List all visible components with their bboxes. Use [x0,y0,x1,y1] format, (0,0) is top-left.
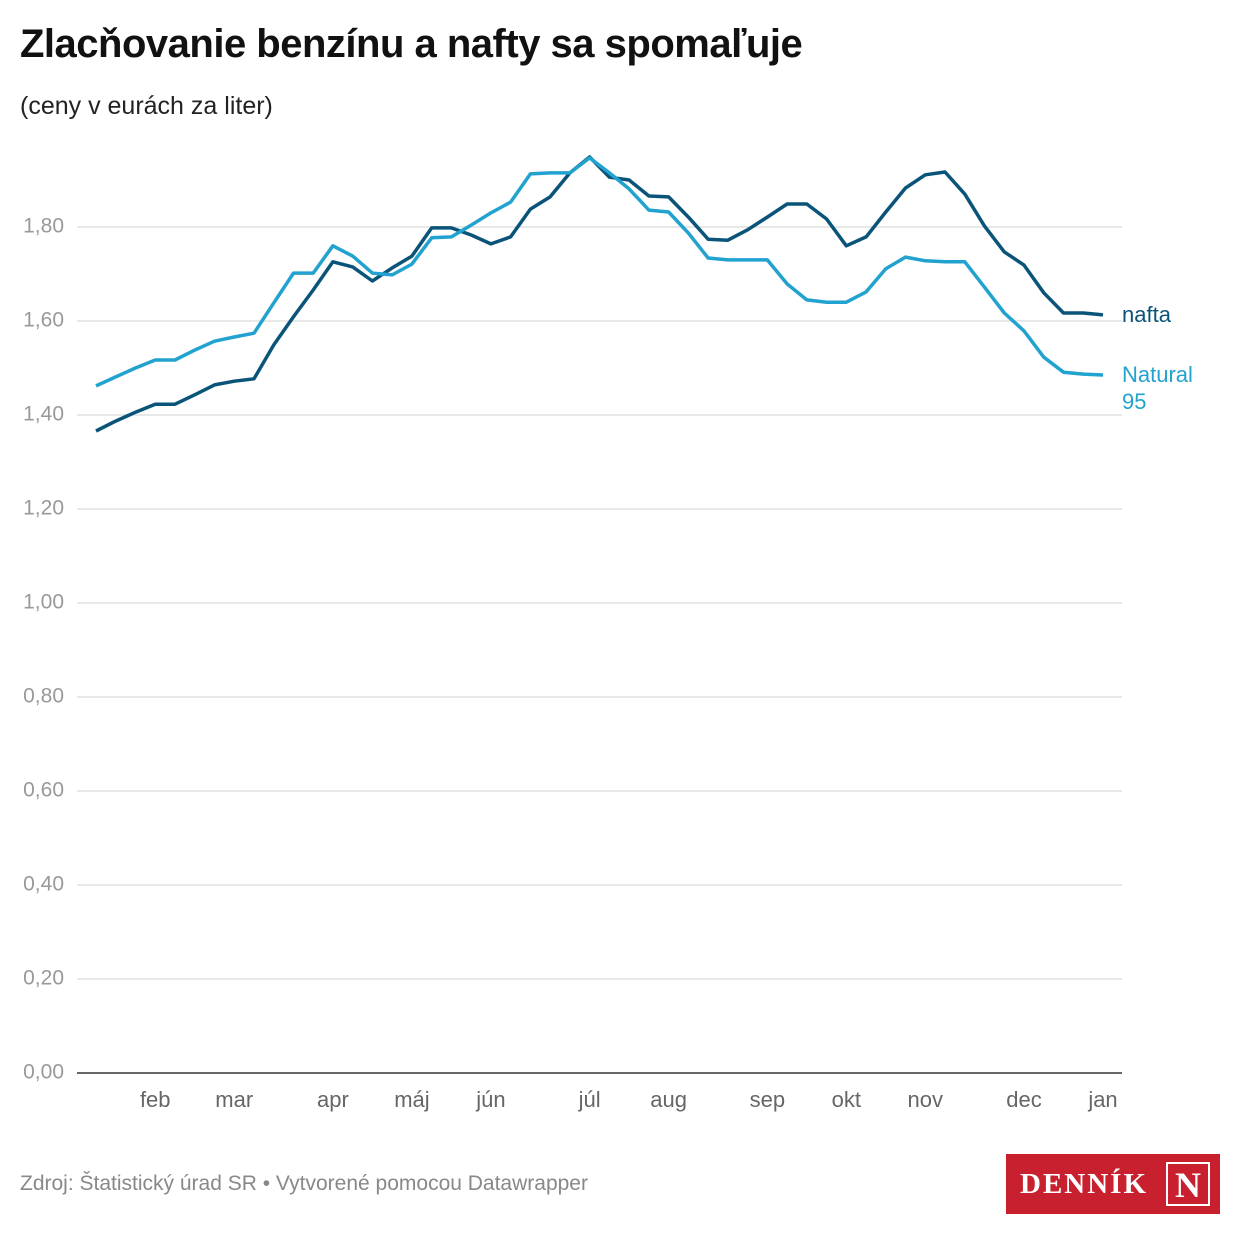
y-tick-label: 0,80 [23,685,64,708]
y-tick-label: 1,60 [23,309,64,332]
x-tick-label: aug [650,1087,687,1112]
logo-mark: N [1166,1162,1210,1206]
x-tick-label: nov [908,1087,943,1112]
x-tick-label: mar [215,1087,253,1112]
x-tick-label: okt [832,1087,861,1112]
y-tick-label: 1,20 [23,497,64,520]
source: Zdroj: Štatistický úrad SR • Vytvorené p… [20,1172,588,1195]
chart-subtitle: (ceny v eurách za liter) [20,92,273,120]
x-tick-label: jún [475,1087,505,1112]
logo: DENNÍK N [1006,1154,1220,1214]
chart-title: Zlacňovanie benzínu a nafty sa spomaľuje [20,22,803,66]
y-tick-label: 0,60 [23,779,64,802]
x-tick-label: feb [140,1087,171,1112]
y-tick-label: 0,20 [23,967,64,990]
y-tick-label: 1,80 [23,215,64,238]
y-tick-label: 1,00 [23,591,64,614]
x-tick-label: júl [578,1087,601,1112]
x-tick-label: sep [750,1087,785,1112]
series-label: nafta [1122,301,1171,327]
x-tick-label: máj [394,1087,429,1112]
x-tick-label: apr [317,1087,349,1112]
y-tick-label: 0,00 [23,1061,64,1084]
x-tick-label: jan [1087,1087,1117,1112]
series-label: Natural 95 [1122,362,1193,415]
y-tick-label: 1,40 [23,403,64,426]
y-tick-label: 0,40 [23,873,64,896]
logo-text: DENNÍK [1020,1168,1149,1200]
line [95,156,1104,388]
line [95,155,1104,433]
x-tick-label: dec [1006,1087,1041,1112]
